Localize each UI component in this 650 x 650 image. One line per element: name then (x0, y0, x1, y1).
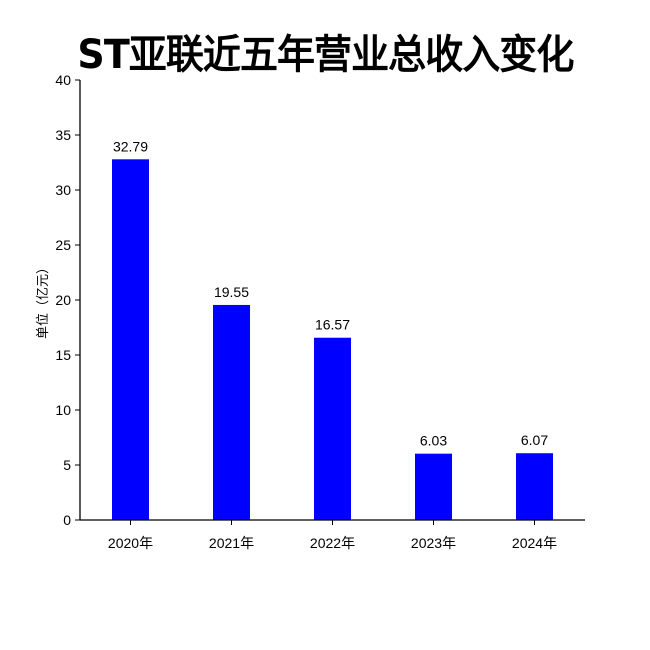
bar-5 (516, 453, 553, 520)
x-tick-label-4: 2023年 (411, 535, 456, 551)
y-tick-label-1: 0 (63, 512, 71, 528)
data-label-3: 16.57 (315, 317, 350, 333)
y-tick-label-5: 20 (55, 292, 71, 308)
x-tick-label-3: 2022年 (310, 535, 355, 551)
x-tick-label-2: 2021年 (209, 535, 254, 551)
y-tick-label-2: 5 (63, 457, 71, 473)
data-label-4: 6.03 (420, 433, 447, 449)
bar-3 (314, 337, 351, 520)
x-tick-label-5: 2024年 (512, 535, 557, 551)
bar-4 (415, 453, 452, 520)
y-tick-label-9: 40 (55, 72, 71, 88)
bar-2 (213, 304, 250, 520)
data-label-1: 32.79 (113, 138, 148, 154)
y-axis-title: 单位（亿元） (35, 261, 50, 339)
data-label-2: 19.55 (214, 284, 249, 300)
x-tick-label-1: 2020年 (108, 535, 153, 551)
data-label-5: 6.07 (521, 432, 548, 448)
y-tick-label-3: 10 (55, 402, 71, 418)
y-tick-label-8: 35 (55, 127, 71, 143)
chart-title: ST亚联近五年营业总收入变化 (77, 32, 574, 78)
y-tick-label-6: 25 (55, 237, 71, 253)
bar-1 (112, 159, 149, 520)
y-tick-label-7: 30 (55, 182, 71, 198)
y-tick-label-4: 15 (55, 347, 71, 363)
